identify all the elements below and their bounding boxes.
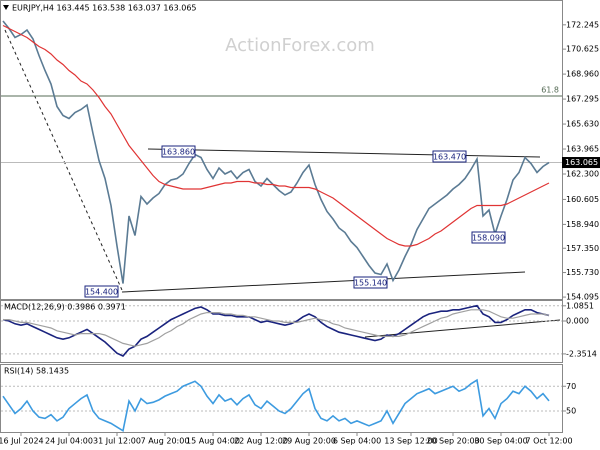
y-tick-label: -2.3514 [566,349,597,358]
series-line [2,24,550,247]
annotation: 163.470 [433,153,466,162]
x-tick-label: 30 Sep 04:00 [474,437,527,446]
y-tick-label: 163.965 [566,145,599,154]
x-tick-label: 13 Sep 12:00 [384,437,437,446]
resistance-trendline [147,148,541,158]
y-tick-label: 160.605 [566,195,599,204]
x-tick-label: 24 Jul 04:00 [45,437,93,446]
fib-label: 61.8 [541,86,559,95]
x-tick-label: 15 Aug 04:00 [186,437,240,446]
price-panel [0,0,563,300]
annotation-box [161,145,196,158]
x-tick-label: 7 Aug 20:00 [141,437,190,446]
x-tick-label: 31 Jul 12:00 [93,437,141,446]
annotation-box [471,231,506,244]
series-line [2,304,550,357]
y-tick-label: 168.960 [566,70,599,79]
annotation: 158.090 [472,234,505,243]
y-tick-label: 155.730 [566,268,599,277]
x-tick-label: 29 Aug 20:00 [282,437,336,446]
last-price-label: 163.065 [565,158,598,167]
annotation-box [84,285,119,298]
y-tick-label: 158.940 [566,220,599,229]
y-tick-label: 157.350 [566,244,599,253]
x-tick-label: 16 Jul 2024 [0,437,44,446]
support-trendline [121,271,526,293]
rsi-title: RSI(14) 58.1435 [4,367,69,376]
annotation: 155.140 [354,279,387,288]
annotation-box [432,150,467,163]
y-tick-label: 50 [566,406,576,415]
chart-title: EURJPY,H4 163.445 163.538 163.037 163.06… [12,4,197,13]
x-tick-label: 7 Oct 12:00 [525,437,572,446]
annotation: 154.400 [85,288,118,297]
y-tick-label: 167.295 [566,95,599,104]
rsi-panel [0,364,563,433]
y-tick-label: 70 [566,382,576,391]
watermark: ActionForex.com [225,35,375,56]
y-tick-label: 0.000 [566,316,589,325]
y-tick-label: 154.095 [566,293,599,302]
symbol-arrow [3,5,9,10]
series-line [2,378,550,433]
x-tick-label: 6 Sep 04:00 [333,437,381,446]
y-tick-label: 165.630 [566,120,599,129]
series-line [3,309,550,347]
x-tick-label: 20 Sep 20:00 [426,437,479,446]
annotation-box [353,276,388,289]
macd-title: MACD(12,26,9) 0.3986 0.3971 [4,303,126,312]
y-tick-label: 170.625 [566,45,599,54]
y-tick-label: 1.0851 [566,301,594,310]
annotation: 163.860 [162,148,195,157]
last-price-box [562,157,600,169]
y-tick-label: 172.245 [566,20,599,29]
y-tick-label: 162.300 [566,170,599,179]
x-tick-label: 22 Aug 12:00 [234,437,288,446]
series-line [2,20,550,284]
macd-panel [0,300,563,363]
